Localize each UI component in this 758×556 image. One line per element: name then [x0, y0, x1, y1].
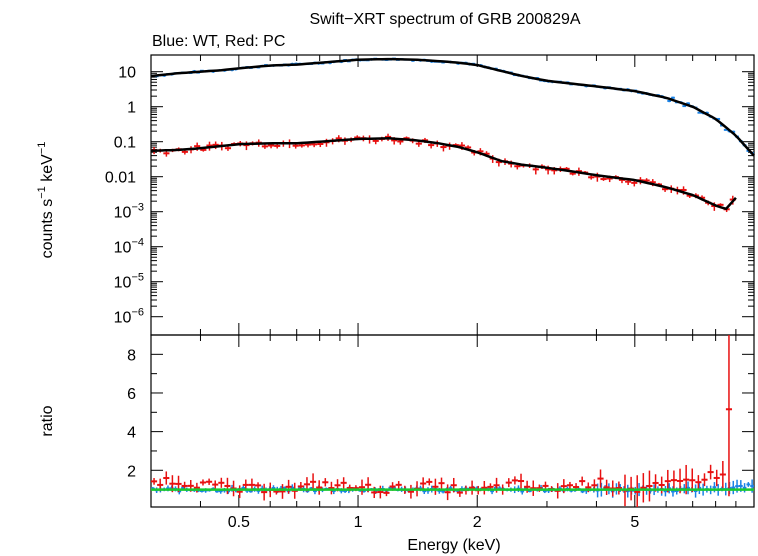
x-tick-label: 2	[473, 514, 482, 531]
pc-model-line	[150, 137, 737, 211]
ratio-y-ticks: 2 4 6 8	[127, 334, 754, 491]
wt-model-line	[150, 57, 755, 157]
spectrum-y-tick-label: 1	[127, 100, 136, 117]
spectrum-y-tick-label: 10	[118, 65, 136, 82]
ratio-x-ticks: 0.5 1 2 5	[150, 335, 737, 531]
ratio-frame	[150, 334, 755, 508]
spectrum-y-ticks: 10 1 0.1 0.01 10−3 10−4 10−5 10−6	[105, 65, 754, 327]
ratio-panel: 2 4 6 8 0.5 1 2 5 ratio Energy (keV)	[39, 334, 755, 554]
ratio-series	[151, 335, 754, 507]
ratio-y-tick-label: 6	[127, 386, 136, 403]
x-tick-label: 5	[630, 514, 639, 531]
x-tick-label: 1	[354, 514, 363, 531]
x-tick-label: 0.5	[228, 514, 250, 531]
spectrum-panel: 10 1 0.1 0.01 10−3 10−4 10−5 10−6 counts s−1 ke…	[36, 54, 755, 336]
spectrum-y-tick-label: 10−4	[114, 237, 144, 257]
spectrum-y-tick-label: 10−6	[114, 307, 144, 327]
spectrum-series	[150, 57, 755, 213]
spectrum-y-tick-label: 0.1	[114, 135, 136, 152]
spectrum-y-tick-label: 10−3	[114, 202, 144, 222]
ratio-y-tick-label: 2	[127, 463, 136, 480]
chart-subtitle: Blue: WT, Red: PC	[152, 33, 285, 50]
spectrum-y-tick-label: 0.01	[105, 170, 136, 187]
spectrum-x-ticks	[150, 55, 737, 335]
ratio-y-axis-label: ratio	[39, 405, 56, 436]
chart-title: Swift−XRT spectrum of GRB 200829A	[309, 11, 580, 28]
spectrum-y-axis-label: counts s−1 keV−1	[36, 142, 56, 259]
ratio-y-tick-label: 4	[127, 425, 136, 442]
spectrum-y-tick-label: 10−5	[114, 272, 144, 292]
ratio-y-tick-label: 8	[127, 347, 136, 364]
x-axis-label: Energy (keV)	[407, 537, 500, 554]
